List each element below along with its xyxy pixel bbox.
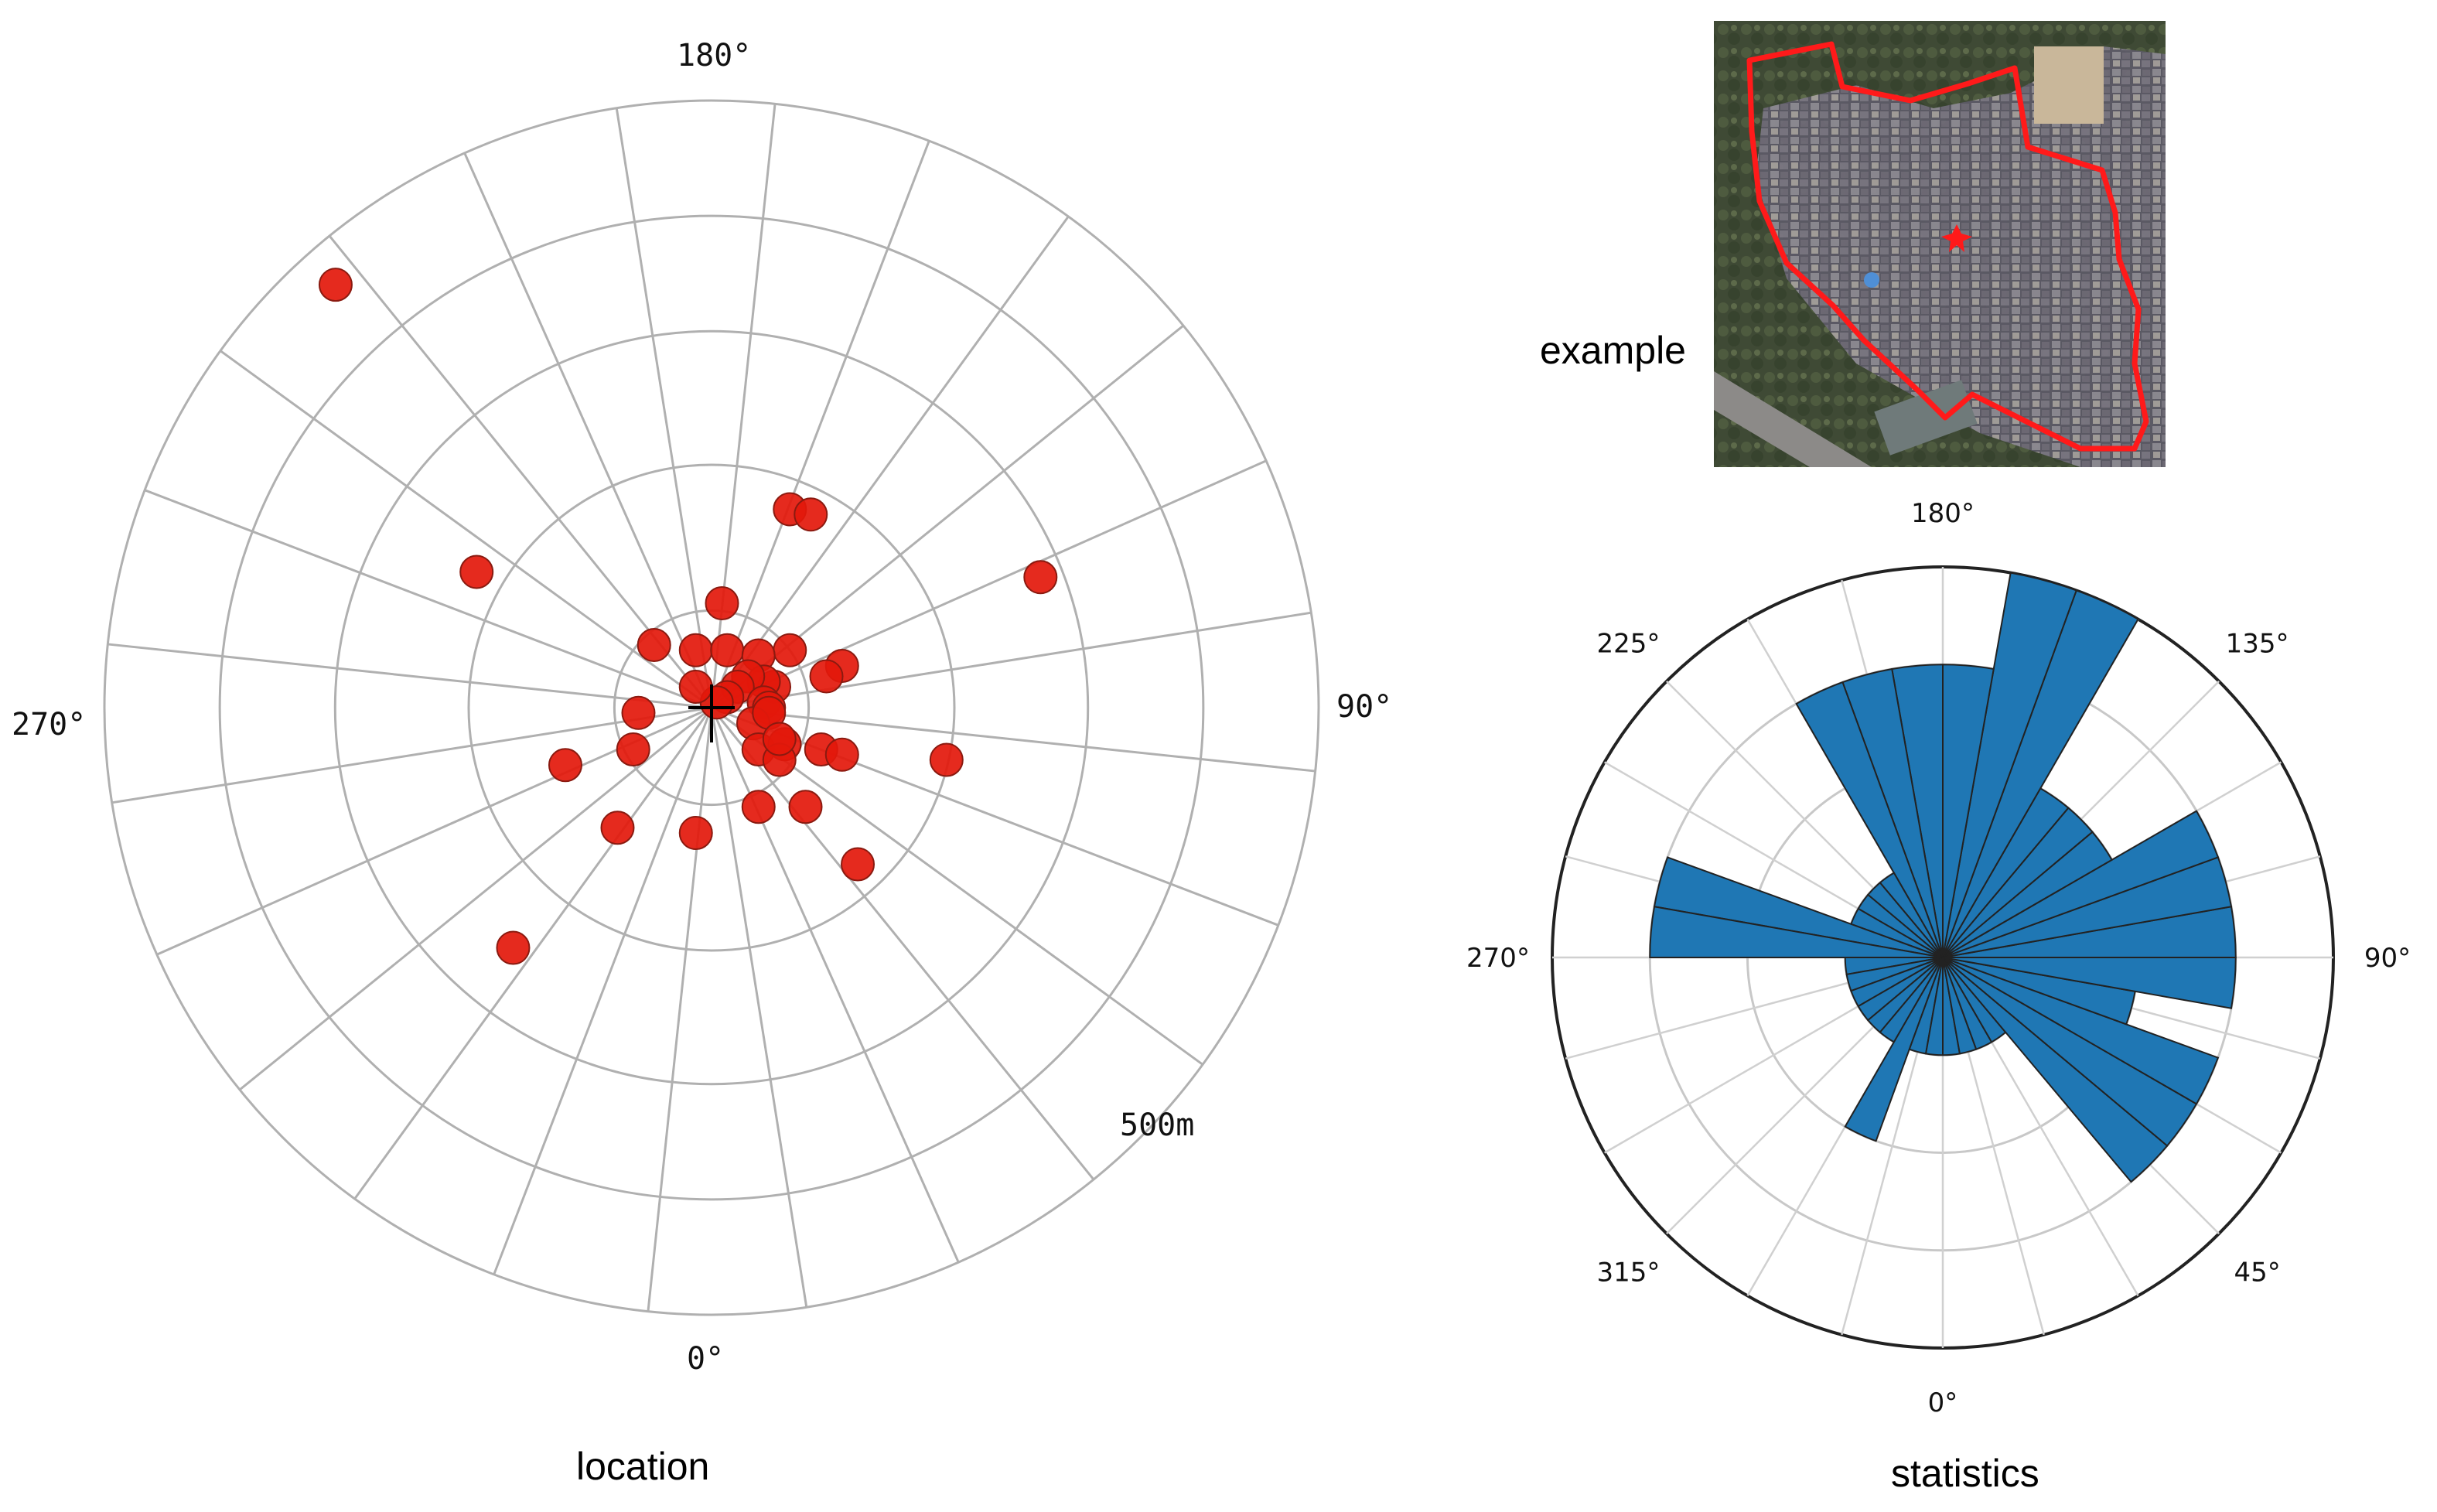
histogram-bar <box>1942 810 2220 958</box>
radius-label: 500m <box>1120 1108 1194 1143</box>
location-point <box>496 930 531 965</box>
location-point <box>616 732 650 767</box>
location-point <box>824 737 859 772</box>
location-point <box>318 268 353 302</box>
angular-spoke <box>710 707 960 1263</box>
location-points <box>318 268 1058 965</box>
location-point <box>794 497 828 532</box>
histogram-bar <box>1844 957 1944 1142</box>
angular-spoke <box>108 643 712 709</box>
angular-spoke <box>493 707 713 1275</box>
angular-spoke <box>710 140 930 708</box>
angle-tick-90: 90° <box>2364 943 2411 974</box>
angle-tick-180: 180° <box>677 38 751 73</box>
histogram-bar <box>1942 957 2220 1105</box>
location-point <box>710 633 745 667</box>
angle-tick-135: 135° <box>2226 628 2289 659</box>
angular-spoke <box>144 489 712 709</box>
location-point <box>548 748 582 783</box>
radial-gridline-3 <box>218 214 1205 1201</box>
radial-gridline-1 <box>467 463 956 952</box>
location-point <box>678 633 713 667</box>
angular-spoke <box>711 611 1312 709</box>
location-point <box>705 585 739 620</box>
statistics-caption: statistics <box>1891 1452 2039 1495</box>
location-point <box>637 627 671 662</box>
origin-marker <box>688 684 735 742</box>
angular-spoke <box>615 108 713 708</box>
angle-tick-315: 315° <box>1596 1258 1660 1288</box>
location-caption: location <box>576 1445 709 1488</box>
location-point <box>841 847 875 882</box>
histogram-bar <box>1649 906 1944 958</box>
angular-spoke <box>710 216 1070 708</box>
angular-spoke <box>463 152 713 708</box>
center-star-icon <box>1941 224 1972 252</box>
angle-tick-90: 90° <box>1336 689 1392 725</box>
location-point <box>741 790 776 824</box>
angle-tick-225: 225° <box>1596 628 1660 659</box>
statistics-bars <box>1649 572 2237 1183</box>
angular-spoke <box>220 350 712 709</box>
location-point <box>773 633 807 667</box>
location-angle-ticks: 0° 90° 180° 270° <box>12 38 1392 1377</box>
location-point <box>678 816 713 851</box>
angle-tick-270: 270° <box>12 707 86 742</box>
angular-spoke <box>328 234 713 708</box>
location-point <box>762 722 797 756</box>
location-point <box>809 659 844 694</box>
angle-tick-45: 45° <box>2234 1258 2280 1288</box>
location-point <box>459 555 494 589</box>
location-point <box>621 695 656 730</box>
histogram-bar <box>1795 681 1944 958</box>
angular-spoke <box>353 707 713 1200</box>
location-point <box>1023 560 1058 595</box>
example-aerial-image <box>1714 21 2166 467</box>
angular-spoke <box>111 706 712 804</box>
angular-spoke <box>238 706 712 1091</box>
example-caption: example <box>1540 329 1686 372</box>
statistics-polar-chart: 0° 45° 90° 135° 180° 225° 270° 315° <box>1466 498 2411 1418</box>
location-point <box>600 811 635 845</box>
histogram-bar <box>1942 572 2078 958</box>
boundary-outline <box>1746 41 2149 452</box>
location-point <box>788 790 823 824</box>
location-point <box>678 669 713 704</box>
radial-gridline-4 <box>103 99 1320 1316</box>
histogram-bar <box>1924 957 1944 1056</box>
radial-gridline-2 <box>333 329 1090 1086</box>
angular-spoke <box>647 707 713 1312</box>
angular-spoke <box>711 459 1267 709</box>
angular-spoke <box>710 707 1095 1181</box>
location-polar-chart: 0° 90° 180° 270° 500m <box>12 38 1392 1377</box>
statistics-angle-ticks: 0° 45° 90° 135° 180° 225° 270° 315° <box>1466 498 2411 1418</box>
angular-spoke <box>710 707 808 1308</box>
angle-tick-180: 180° <box>1911 498 1975 529</box>
location-point <box>929 742 964 777</box>
angle-tick-270: 270° <box>1466 943 1530 974</box>
angular-spoke <box>711 706 1316 773</box>
location-grid <box>103 99 1320 1316</box>
angle-tick-0: 0° <box>687 1341 724 1377</box>
angle-tick-0: 0° <box>1928 1387 1958 1418</box>
